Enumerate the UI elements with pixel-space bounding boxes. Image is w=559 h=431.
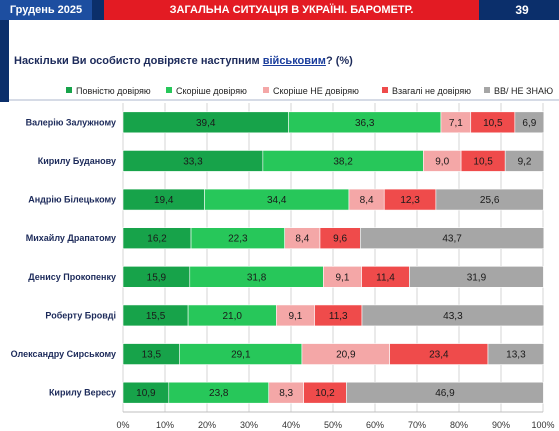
legend-swatch-4 bbox=[382, 87, 388, 93]
bar-value-label-1-1: 38,2 bbox=[333, 156, 353, 167]
legend-label-1: Повністю довіряю bbox=[76, 86, 151, 96]
category-label-6: Олександру Сирському bbox=[11, 349, 116, 359]
category-label-4: Денису Прокопенку bbox=[28, 272, 116, 282]
bar-value-label-5-3: 11,3 bbox=[329, 311, 348, 322]
bar-value-label-2-4: 25,6 bbox=[480, 195, 500, 206]
x-tick-label-7: 70% bbox=[408, 420, 426, 430]
bar-value-label-5-0: 15,5 bbox=[146, 311, 166, 322]
category-label-2: Андрію Білецькому bbox=[28, 195, 116, 205]
legend-label-3: Скоріше НЕ довіряю bbox=[273, 86, 359, 96]
bar-7-4 bbox=[346, 381, 544, 404]
chart-legend: Повністю довіряю Скоріше довіряю Скоріше… bbox=[66, 85, 556, 97]
bar-value-label-5-1: 21,0 bbox=[222, 311, 242, 322]
bar-value-label-4-2: 9,1 bbox=[335, 272, 349, 283]
category-label-3: Михайлу Драпатому bbox=[26, 233, 116, 243]
bar-value-label-0-1: 36,3 bbox=[355, 118, 375, 129]
category-label-5: Роберту Бровді bbox=[45, 310, 116, 320]
bar-value-label-1-3: 10,5 bbox=[473, 156, 493, 167]
category-label-0: Валерію Залужному bbox=[26, 117, 116, 127]
bar-value-label-0-0: 39,4 bbox=[196, 118, 216, 129]
bar-value-label-2-2: 8,4 bbox=[360, 195, 374, 206]
legend-label-5: ВВ/ НЕ ЗНАЮ bbox=[494, 86, 554, 96]
bar-4-4 bbox=[409, 266, 544, 288]
bar-value-label-0-4: 6,9 bbox=[522, 118, 536, 129]
bar-6-4 bbox=[487, 343, 545, 365]
question-before: Наскільки Ви особисто довіряєте наступни… bbox=[14, 55, 263, 67]
bar-value-label-3-1: 22,3 bbox=[228, 234, 248, 245]
legend-label-2: Скоріше довіряю bbox=[176, 86, 247, 96]
x-tick-label-1: 10% bbox=[156, 420, 174, 430]
bar-value-label-6-0: 13,5 bbox=[142, 350, 162, 361]
bar-value-label-6-2: 20,9 bbox=[336, 350, 356, 361]
x-tick-label-4: 40% bbox=[282, 420, 300, 430]
header-title: ЗАГАЛЬНА СИТУАЦІЯ В УКРАЇНІ. БАРОМЕТР. bbox=[104, 0, 479, 20]
bar-value-label-7-4: 46,9 bbox=[435, 388, 455, 399]
bar-0-4 bbox=[514, 111, 545, 134]
bar-value-label-7-0: 10,9 bbox=[136, 388, 156, 399]
bar-3-4 bbox=[359, 227, 545, 249]
bar-2-4 bbox=[435, 188, 544, 211]
bar-value-label-1-2: 9,0 bbox=[435, 156, 449, 167]
category-label-7: Кирилу Вересу bbox=[49, 388, 116, 398]
bar-value-label-7-2: 8,3 bbox=[279, 388, 293, 399]
x-tick-label-10: 100% bbox=[531, 420, 554, 430]
legend-item-1: Повністю довіряю bbox=[66, 85, 151, 97]
bar-value-label-3-3: 9,6 bbox=[333, 234, 347, 245]
bar-1-4 bbox=[504, 150, 545, 172]
legend-swatch-5 bbox=[484, 87, 490, 93]
legend-swatch-2 bbox=[166, 87, 172, 93]
x-tick-label-0: 0% bbox=[116, 420, 129, 430]
question-text: Наскільки Ви особисто довіряєте наступни… bbox=[14, 55, 554, 67]
divider bbox=[9, 99, 559, 101]
x-tick-label-3: 30% bbox=[240, 420, 258, 430]
bar-value-label-6-3: 23,4 bbox=[429, 350, 449, 361]
bar-value-label-4-3: 11,4 bbox=[376, 272, 395, 283]
legend-swatch-1 bbox=[66, 87, 72, 93]
legend-item-5: ВВ/ НЕ ЗНАЮ bbox=[484, 85, 553, 97]
page-number: 39 bbox=[515, 3, 529, 17]
header-date: Грудень 2025 bbox=[0, 0, 92, 20]
bar-value-label-7-3: 10,2 bbox=[315, 388, 335, 399]
legend-swatch-3 bbox=[263, 87, 269, 93]
bar-value-label-6-1: 29,1 bbox=[231, 350, 251, 361]
question-after: ? (%) bbox=[325, 55, 353, 67]
bar-value-label-7-1: 23,8 bbox=[209, 388, 229, 399]
x-tick-label-2: 20% bbox=[198, 420, 216, 430]
bar-value-label-5-4: 43,3 bbox=[443, 311, 463, 322]
category-label-1: Кирилу Буданову bbox=[38, 156, 116, 166]
x-tick-label-6: 60% bbox=[366, 420, 384, 430]
x-tick-label-9: 90% bbox=[492, 420, 510, 430]
question-keyword: військовим bbox=[262, 55, 326, 67]
legend-item-2: Скоріше довіряю bbox=[166, 85, 247, 97]
legend-item-3: Скоріше НЕ довіряю bbox=[263, 85, 359, 97]
bar-value-label-2-3: 12,3 bbox=[400, 195, 420, 206]
bar-value-label-4-0: 15,9 bbox=[147, 272, 167, 283]
bar-value-label-2-0: 19,4 bbox=[154, 195, 174, 206]
bar-value-label-0-2: 7,1 bbox=[449, 118, 463, 129]
bar-value-label-3-0: 16,2 bbox=[147, 234, 167, 245]
header-bar: Грудень 2025 ЗАГАЛЬНА СИТУАЦІЯ В УКРАЇНІ… bbox=[0, 0, 559, 20]
x-tick-label-8: 80% bbox=[450, 420, 468, 430]
x-tick-label-5: 50% bbox=[324, 420, 342, 430]
bar-value-label-1-4: 9,2 bbox=[518, 156, 532, 167]
legend-item-4: Взагалі не довіряю bbox=[382, 85, 471, 97]
bar-value-label-6-4: 13,3 bbox=[506, 350, 526, 361]
bar-value-label-3-4: 43,7 bbox=[442, 234, 462, 245]
bar-value-label-4-4: 31,9 bbox=[467, 272, 487, 283]
legend-label-4: Взагалі не довіряю bbox=[392, 86, 472, 96]
bar-5-4 bbox=[361, 304, 545, 327]
sidebar-accent bbox=[0, 20, 9, 102]
bar-value-label-2-1: 34,4 bbox=[267, 195, 287, 206]
bar-value-label-3-2: 8,4 bbox=[295, 234, 309, 245]
bar-value-label-1-0: 33,3 bbox=[183, 156, 203, 167]
bar-value-label-5-2: 9,1 bbox=[288, 311, 302, 322]
bar-value-label-4-1: 31,8 bbox=[247, 272, 267, 283]
bar-value-label-0-3: 10,5 bbox=[483, 118, 503, 129]
